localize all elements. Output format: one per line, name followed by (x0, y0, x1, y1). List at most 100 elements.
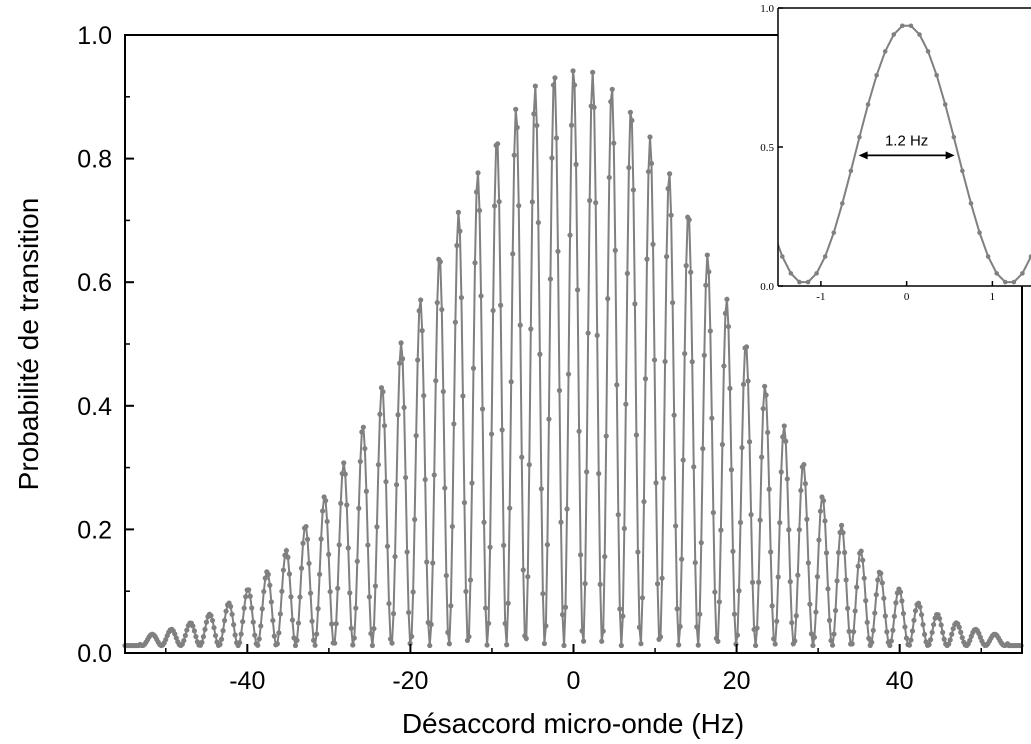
main-data-point (778, 469, 784, 475)
main-data-point (861, 575, 867, 581)
main-data-point (484, 642, 490, 648)
main-data-point (223, 608, 229, 614)
main-data-point (442, 485, 448, 491)
main-data-point (514, 124, 520, 131)
main-data-point (829, 642, 836, 648)
main-data-point (736, 588, 742, 594)
main-data-point (774, 618, 780, 624)
main-data-point (866, 635, 872, 641)
main-data-point (338, 500, 344, 506)
main-data-point (538, 486, 544, 492)
main-data-point (552, 75, 558, 81)
main-data-point (639, 595, 646, 601)
main-data-point (413, 433, 419, 439)
main-data-point (357, 458, 363, 465)
main-data-point (351, 635, 357, 641)
main-data-point (626, 165, 632, 171)
y-axis-title: Probabilité de transition (13, 198, 44, 491)
main-data-point (757, 517, 763, 523)
main-data-point (660, 475, 667, 481)
main-data-point (286, 571, 293, 577)
inset-series-viewport (778, 23, 1031, 285)
main-data-point (427, 642, 433, 649)
main-data-point (430, 560, 436, 566)
main-data-point (511, 152, 517, 158)
main-data-point (851, 629, 857, 635)
main-data-point (354, 558, 360, 564)
main-data-point (959, 635, 965, 641)
inset-data-point (908, 23, 914, 29)
main-data-point (783, 438, 789, 444)
main-data-point (303, 523, 309, 530)
main-data-point (911, 617, 917, 623)
main-data-point (492, 203, 498, 209)
inset-data-point (805, 279, 811, 285)
main-data-point (172, 631, 178, 637)
main-data-point (295, 620, 302, 626)
main-data-point (647, 134, 653, 140)
main-data-point (630, 187, 637, 193)
main-data-point (473, 189, 480, 195)
main-data-point (387, 636, 394, 642)
main-data-point (398, 340, 404, 346)
main-data-point (651, 357, 658, 363)
main-data-point (875, 577, 881, 583)
main-data-point (584, 469, 590, 475)
main-series (122, 68, 1024, 649)
main-data-point (544, 542, 551, 548)
main-data-point (467, 577, 474, 583)
main-data-point (814, 574, 821, 580)
main-data-point (485, 620, 492, 626)
main-data-point (250, 619, 256, 625)
main-data-point (725, 323, 732, 330)
main-data-point (369, 642, 376, 649)
inset-data-point (788, 271, 794, 276)
main-data-point (283, 547, 290, 554)
main-data-point (921, 631, 928, 638)
main-data-point (229, 611, 235, 617)
main-data-point (256, 636, 262, 642)
main-data-point (469, 480, 475, 486)
main-data-point (762, 383, 768, 389)
main-data-point (476, 207, 483, 214)
main-data-point (846, 628, 852, 634)
main-data-point (537, 351, 543, 357)
inset-data-point (822, 254, 828, 259)
main-data-point (697, 611, 703, 617)
main-data-point (386, 600, 392, 607)
main-data-point (611, 140, 617, 146)
inset-data-point (917, 32, 922, 37)
main-data-point (519, 454, 525, 460)
main-data-point (243, 594, 249, 600)
main-data-point (835, 549, 842, 556)
inset-data-point (1028, 254, 1031, 259)
main-data-point (730, 548, 736, 554)
main-data-point (816, 537, 822, 543)
main-data-point (541, 640, 547, 647)
main-data-point (347, 590, 353, 596)
main-data-point (495, 141, 501, 147)
main-data-point (345, 545, 351, 551)
main-data-point (590, 69, 596, 75)
main-data-point (525, 574, 531, 580)
main-data-point (899, 598, 905, 604)
main-data-point (795, 572, 801, 578)
main-data-point (424, 559, 430, 565)
main-data-point (332, 640, 338, 646)
main-data-point (547, 276, 554, 282)
main-data-point (228, 603, 234, 610)
main-data-point (517, 322, 523, 328)
main-data-point (734, 632, 741, 638)
main-data-point (458, 294, 465, 301)
main-data-point (460, 393, 466, 399)
main-data-point (624, 270, 630, 277)
main-data-point (665, 186, 671, 192)
main-data-point (482, 605, 489, 611)
main-data-point (496, 199, 502, 205)
main-data-point (593, 200, 599, 206)
main-data-point (635, 549, 641, 555)
main-data-point (946, 641, 952, 647)
main-data-point (277, 611, 283, 617)
main-data-point (577, 552, 584, 558)
main-data-point (202, 626, 208, 632)
